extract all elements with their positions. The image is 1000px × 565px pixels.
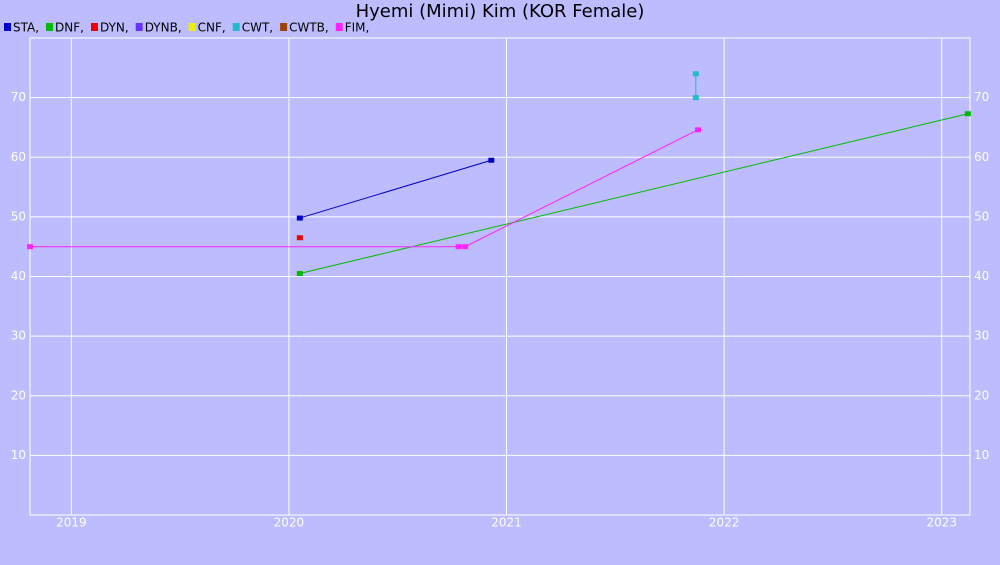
- data-point: [692, 71, 699, 77]
- legend-label: CNF,: [198, 21, 226, 35]
- y-tick-label: 40: [11, 269, 26, 283]
- x-tick-label: 2023: [926, 516, 957, 530]
- legend-swatch: [90, 23, 98, 31]
- y2-tick-label: 60: [974, 150, 989, 164]
- legend-swatch: [4, 23, 11, 31]
- legend-label: CWTB,: [289, 21, 329, 35]
- legend-label: DYN,: [100, 21, 129, 35]
- legend-swatch: [335, 23, 343, 31]
- data-point: [296, 271, 303, 277]
- data-point: [455, 244, 462, 250]
- y2-tick-label: 20: [974, 388, 989, 402]
- legend-swatch: [135, 23, 143, 31]
- y2-tick-label: 70: [974, 90, 989, 104]
- legend-label: DNF,: [55, 21, 84, 35]
- legend-label: DYNB,: [145, 21, 182, 35]
- legend-label: CWT,: [242, 21, 273, 35]
- data-point: [695, 127, 702, 133]
- data-point: [462, 244, 469, 250]
- y-tick-label: 20: [11, 388, 26, 402]
- y2-tick-label: 40: [974, 269, 989, 283]
- y-tick-label: 70: [11, 90, 26, 104]
- data-point: [692, 95, 699, 101]
- y-tick-label: 60: [11, 150, 26, 164]
- data-point: [488, 157, 495, 163]
- x-tick-label: 2019: [56, 516, 87, 530]
- legend-swatch: [232, 23, 240, 31]
- data-point: [296, 235, 303, 241]
- legend-label: STA,: [13, 21, 39, 35]
- data-point: [964, 111, 971, 117]
- x-tick-label: 2022: [709, 516, 740, 530]
- y2-tick-label: 30: [974, 329, 989, 343]
- x-tick-label: 2020: [274, 516, 305, 530]
- legend-swatch: [280, 23, 288, 31]
- legend-swatch: [46, 23, 54, 31]
- y-tick-label: 10: [11, 448, 26, 462]
- legend-swatch: [188, 23, 196, 31]
- x-tick-label: 2021: [491, 516, 522, 530]
- y-tick-label: 30: [11, 329, 26, 343]
- chart-title: Hyemi (Mimi) Kim (KOR Female): [356, 1, 645, 22]
- data-point: [296, 215, 303, 221]
- series-line: [299, 159, 492, 219]
- y2-tick-label: 50: [974, 209, 989, 223]
- series-line: [30, 129, 699, 248]
- data-point: [27, 244, 33, 250]
- legend-label: FIM,: [345, 21, 370, 35]
- y2-tick-label: 10: [974, 448, 989, 462]
- y-tick-label: 50: [11, 209, 26, 223]
